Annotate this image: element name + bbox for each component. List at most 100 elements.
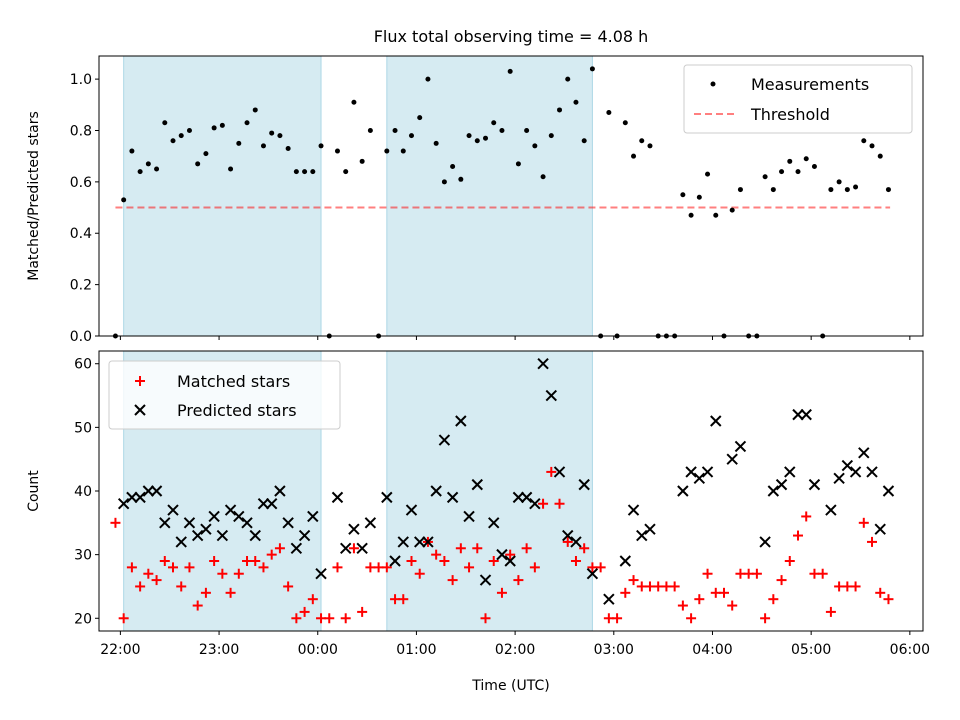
predicted-star-stroke-b <box>488 517 500 529</box>
matched-star-point <box>677 600 688 611</box>
matched-star-point <box>266 549 277 560</box>
legend-threshold-label: Threshold <box>750 105 830 124</box>
top-legend: Measurements Threshold <box>683 64 913 134</box>
matched-star-point <box>554 498 565 509</box>
matched-star-point <box>850 581 861 592</box>
predicted-star-stroke-b <box>315 568 327 580</box>
matched-star-point <box>340 613 351 624</box>
matched-star-point <box>184 562 195 573</box>
predicted-star-point <box>553 466 566 478</box>
y-tick-label: 30 <box>74 548 92 564</box>
predicted-star-stroke-b <box>224 504 237 516</box>
matched-star-point <box>398 594 409 605</box>
predicted-star-point <box>734 440 747 453</box>
predicted-star-stroke-b <box>808 478 821 491</box>
measurement-point <box>219 122 225 128</box>
legend-measurement-marker <box>710 81 716 87</box>
predicted-star-stroke-b <box>759 536 771 548</box>
predicted-star-stroke-b <box>792 408 804 421</box>
predicted-star-point <box>627 504 640 516</box>
y-tick-label: 0.4 <box>70 226 92 242</box>
y-tick-label: 0.8 <box>70 123 92 139</box>
predicted-star-point <box>693 472 706 484</box>
measurement-point <box>343 169 349 175</box>
measurement-point <box>244 120 250 126</box>
measurement-point <box>277 133 283 139</box>
predicted-star-point <box>117 498 130 510</box>
predicted-star-stroke-b <box>562 529 574 542</box>
measurement-point <box>302 169 308 175</box>
y-tick-label: 60 <box>74 357 92 373</box>
predicted-star-point <box>759 536 771 548</box>
measurement-point <box>589 66 595 72</box>
measurement-point <box>236 140 242 146</box>
matched-star-point <box>225 587 236 598</box>
measurement-point <box>170 138 176 144</box>
top-y-axis-label: Matched/Predicted stars <box>26 111 42 281</box>
predicted-star-point <box>866 466 878 478</box>
x-axis-label: Time (UTC) <box>471 678 549 694</box>
predicted-star-stroke-b <box>307 510 319 523</box>
predicted-star-point <box>298 529 311 542</box>
matched-star-point <box>283 581 294 592</box>
predicted-star-stroke-b <box>586 568 599 580</box>
measurement-point <box>861 138 867 144</box>
predicted-star-stroke-b <box>126 491 138 504</box>
predicted-star-point <box>208 510 220 523</box>
predicted-star-point <box>216 529 229 542</box>
matched-star-point <box>817 568 828 579</box>
predicted-star-point <box>570 536 582 548</box>
predicted-star-stroke-b <box>414 536 426 548</box>
predicted-star-stroke-b <box>463 510 475 523</box>
measurement-point <box>532 143 538 149</box>
predicted-star-point <box>224 504 237 516</box>
measurement-point <box>425 76 431 82</box>
predicted-star-stroke-b <box>241 517 253 529</box>
predicted-star-point <box>397 536 409 548</box>
predicted-star-stroke-b <box>833 472 845 484</box>
matched-star-point <box>825 606 836 617</box>
bottom-y-axis-label: Count <box>26 470 42 512</box>
measurement-point <box>483 135 489 141</box>
measurement-point <box>844 187 850 193</box>
predicted-star-stroke-b <box>866 466 878 478</box>
x-tick-label: 06:00 <box>890 642 930 658</box>
predicted-star-stroke-b <box>471 478 483 491</box>
bot-shaded-interval-2 <box>386 350 593 632</box>
matched-star-point <box>570 556 581 566</box>
measurement-point <box>787 158 793 164</box>
measurement-point <box>557 107 563 113</box>
predicted-star-stroke-b <box>397 536 409 548</box>
predicted-star-stroke-b <box>858 447 870 459</box>
matched-star-point <box>521 543 532 554</box>
bottom-legend: Matched stars Predicted stars <box>108 360 341 430</box>
measurement-point <box>770 187 776 193</box>
y-tick-label: 40 <box>74 484 92 500</box>
predicted-star-point <box>175 536 187 548</box>
matched-star-point <box>718 587 729 598</box>
matched-star-point <box>776 575 787 586</box>
matched-star-point <box>455 543 466 554</box>
predicted-star-stroke-b <box>381 491 393 504</box>
predicted-star-point <box>233 510 245 523</box>
predicted-star-point <box>134 491 146 504</box>
matched-star-point <box>414 568 425 579</box>
predicted-star-point <box>414 536 426 548</box>
matched-star-point <box>431 549 442 560</box>
measurement-point <box>639 138 645 144</box>
measurement-point <box>162 120 168 126</box>
bottom-data-points <box>110 358 895 624</box>
matched-star-point <box>192 600 203 611</box>
matched-star-point <box>793 530 804 541</box>
matched-star-point <box>151 575 162 586</box>
predicted-star-point <box>430 485 442 497</box>
predicted-star-point <box>520 491 533 504</box>
measurement-point <box>334 148 340 154</box>
predicted-star-stroke-b <box>685 466 697 478</box>
measurement-point <box>762 174 768 180</box>
predicted-star-point <box>446 491 459 504</box>
measurement-point <box>367 127 373 133</box>
predicted-star-stroke-b <box>784 466 796 478</box>
measurement-point <box>293 169 299 175</box>
